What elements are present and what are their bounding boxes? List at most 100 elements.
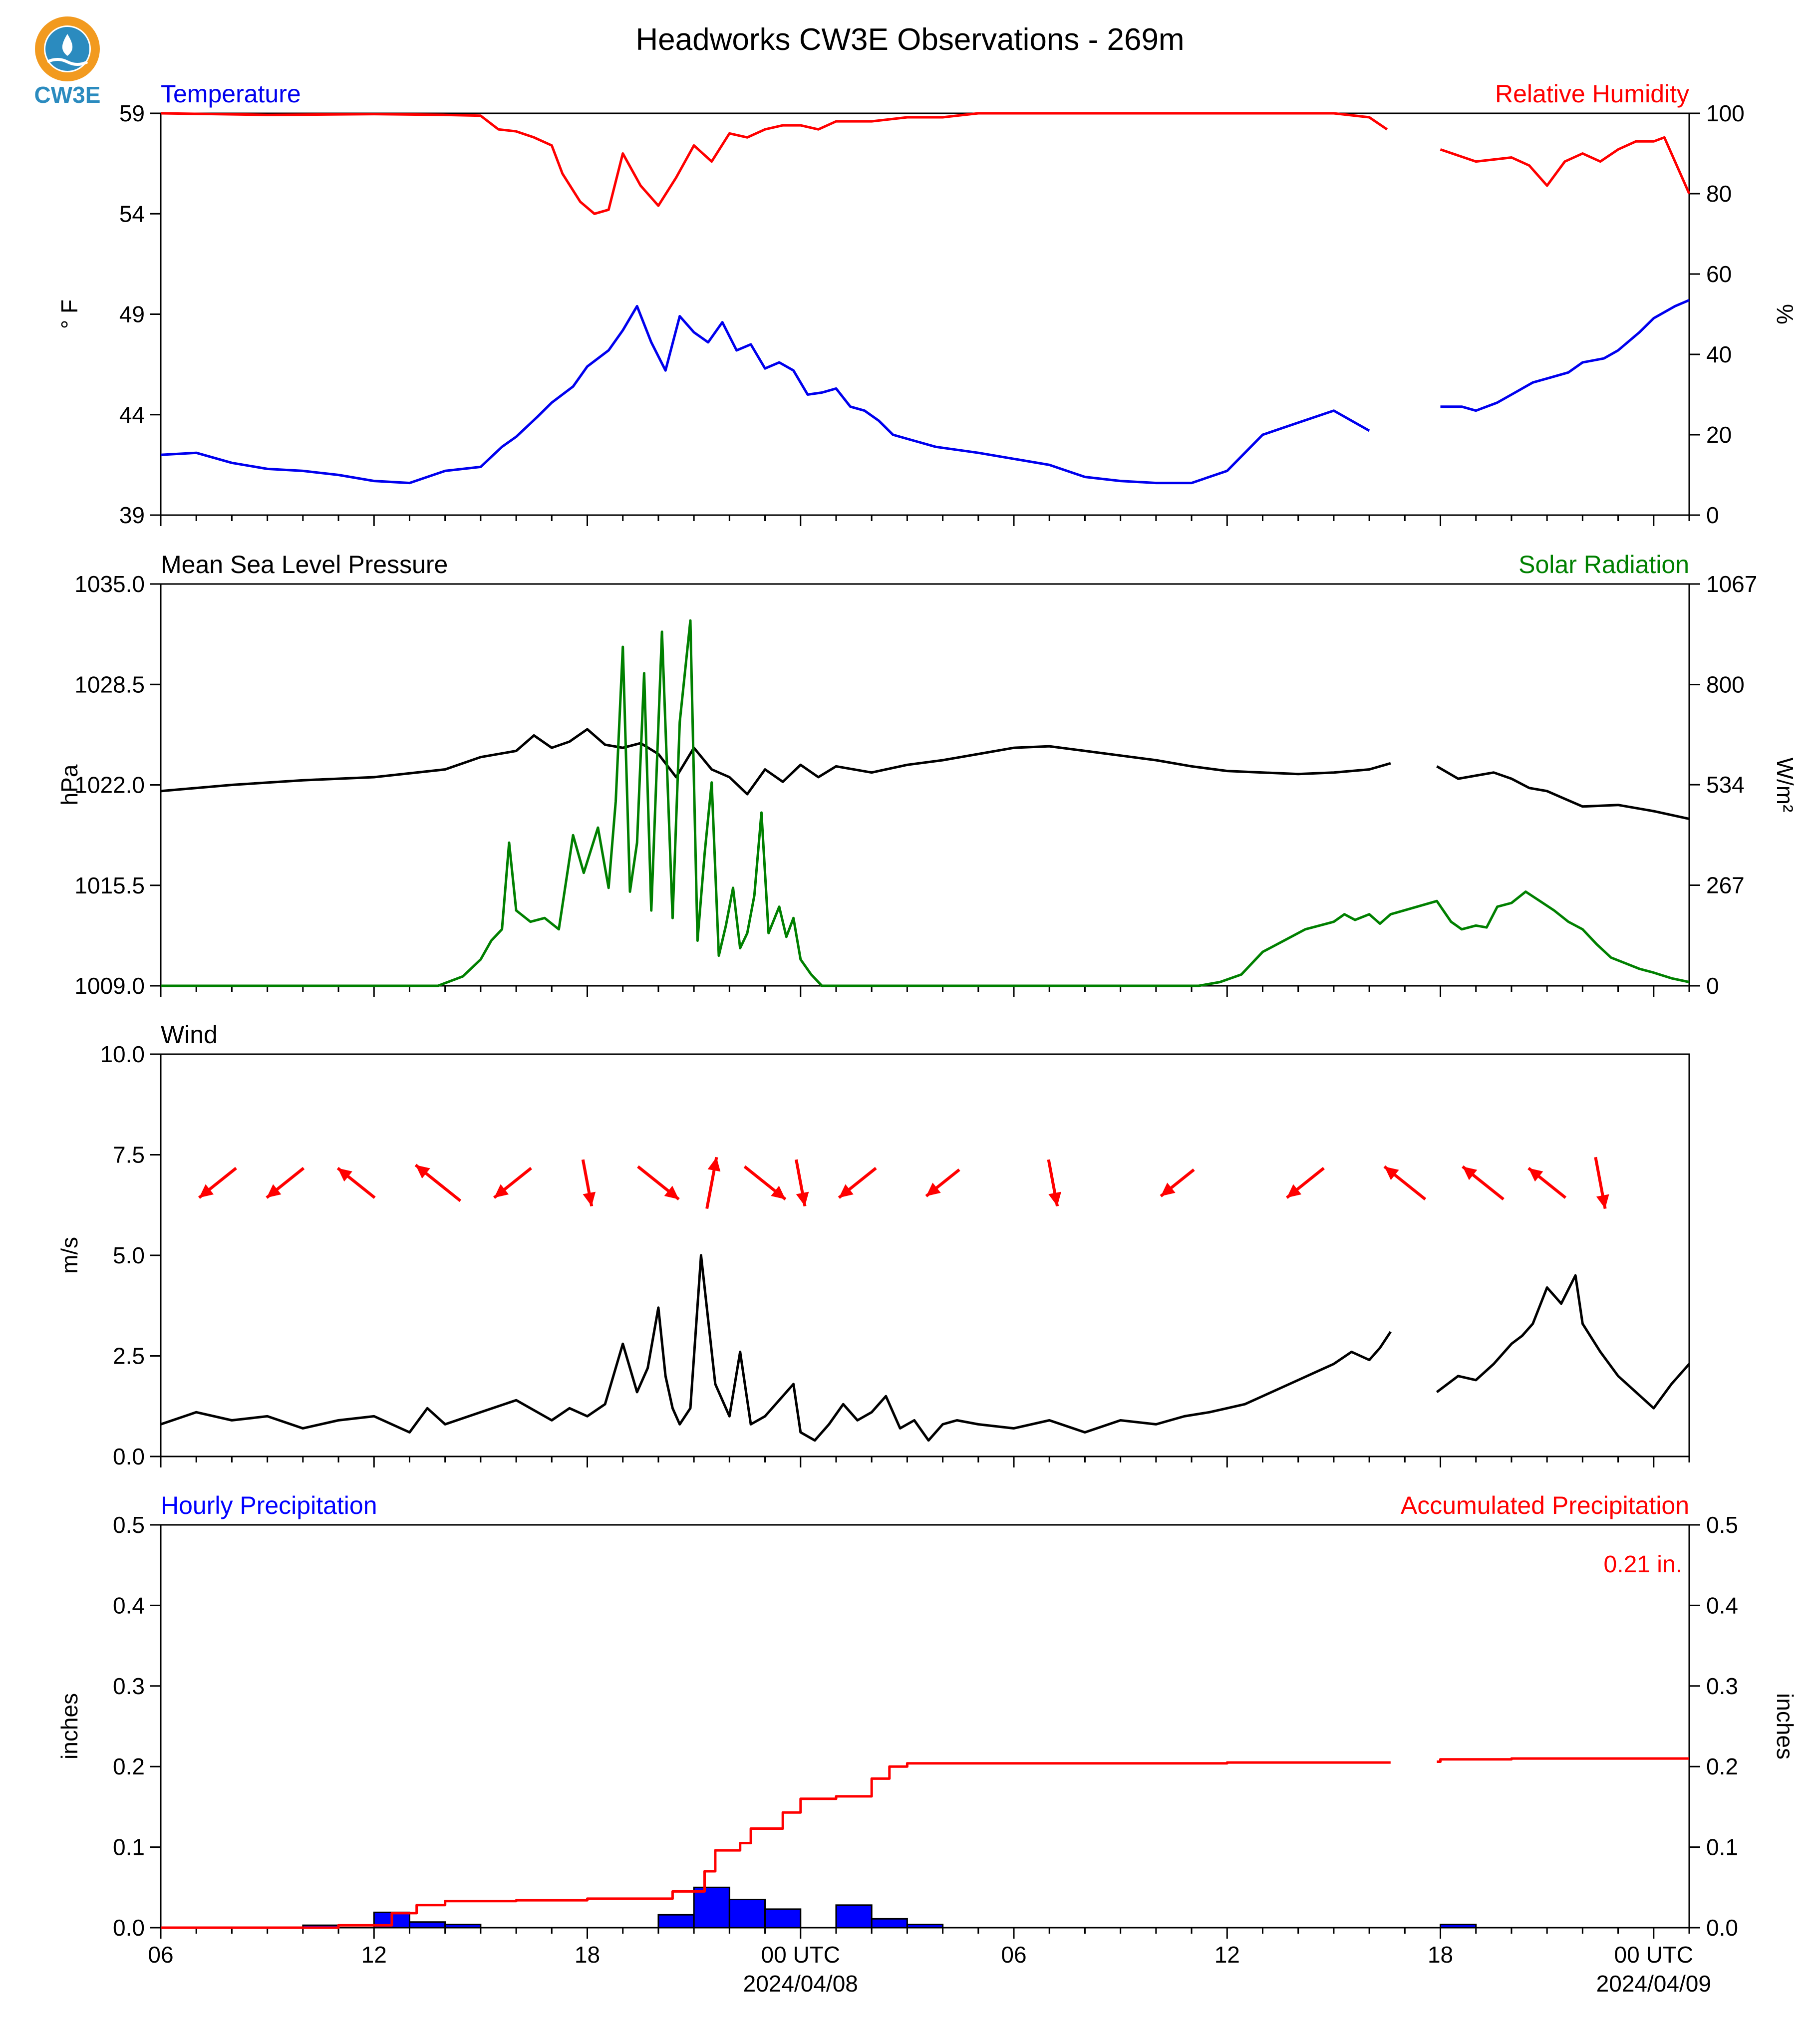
series-mean-sea-level-pressure [160, 728, 1690, 821]
y-tick-label-right: 0.1 [1706, 1834, 1738, 1860]
wind-arrow-head [494, 1184, 509, 1198]
wind-arrow [1594, 1157, 1609, 1209]
precip-total-annotation: 0.21 in. [1604, 1551, 1682, 1578]
y-tick-label-right: 0.2 [1706, 1753, 1738, 1779]
y-tick-label-right: 40 [1706, 341, 1732, 367]
wind-arrow [1462, 1165, 1505, 1201]
y-tick-label-right: 267 [1706, 872, 1745, 898]
y-tick-label-left: 59 [119, 100, 145, 126]
y-tick-label-right: 80 [1706, 181, 1732, 207]
y-tick-label-right: 0.3 [1706, 1673, 1738, 1699]
panel-frame [160, 583, 1690, 987]
y-tick-label-left: 1022.0 [74, 772, 145, 798]
wind-arrow [336, 1166, 376, 1199]
y-tick-label-left: 7.5 [113, 1142, 145, 1168]
x-tick-label: 00 UTC [1614, 1942, 1693, 1968]
y-tick-label-left: 0.2 [113, 1753, 145, 1779]
y-axis-label-right: W/m² [1772, 758, 1798, 813]
panel-title-left: Mean Sea Level Pressure [161, 551, 448, 579]
y-tick-label-left: 1028.5 [74, 671, 145, 697]
panel-title-right: Solar Radiation [1518, 551, 1689, 579]
y-tick-label-left: 49 [119, 301, 145, 327]
precip-bar [835, 1904, 873, 1929]
x-date-label: 2024/04/09 [1596, 1971, 1711, 1997]
x-tick-label: 00 UTC [761, 1942, 840, 1968]
series-solar-radiation [161, 619, 1690, 987]
panel-precipitation: 0.0 0.1 0.2 0.3 0.4 0.5 0.0 0.1 0.2 0.3 0.4 0.5 inch… [56, 1491, 1798, 1997]
wind-arrow-head [1462, 1166, 1478, 1180]
wind-arrow [795, 1159, 809, 1207]
wind-arrow [1047, 1159, 1061, 1207]
wind-arrow-head [1286, 1184, 1302, 1198]
panel-title-left: Temperature [161, 80, 301, 108]
logo-ring [35, 16, 100, 81]
x-tick-label: 06 [1001, 1942, 1026, 1968]
series-relative-humidity [160, 112, 1691, 215]
y-tick-label-left: 44 [119, 402, 145, 428]
y-tick-label-right: 20 [1706, 422, 1732, 448]
y-axis-label-left: hPa [56, 764, 82, 805]
panel-temperature-humidity: 39 44 49 54 59 0 20 40 60 80 100 ° F % Temperature Rel… [56, 80, 1798, 528]
wind-arrow-head [583, 1191, 596, 1206]
wind-arrow [705, 1157, 721, 1209]
y-tick-label-right: 1067 [1706, 571, 1757, 597]
wind-arrow-head [1528, 1168, 1543, 1182]
wind-arrow-head [664, 1185, 679, 1199]
y-tick-label-right: 100 [1706, 100, 1745, 126]
series-temperature [160, 298, 1690, 485]
wind-arrow-head [839, 1184, 854, 1198]
y-tick-label-left: 1009.0 [74, 973, 145, 999]
panel-wind: 0.0 2.5 5.0 7.5 10.0 m/s Wind [56, 1021, 1690, 1469]
precip-bar [444, 1924, 482, 1929]
y-axis-label-left: m/s [56, 1237, 82, 1274]
y-axis-label-right: % [1772, 304, 1798, 324]
cw3e-logo: CW3E [34, 16, 101, 108]
wind-arrow [414, 1163, 462, 1202]
y-tick-label-right: 60 [1706, 261, 1732, 287]
wind-arrow-head [796, 1191, 809, 1206]
precip-bar [906, 1924, 944, 1929]
x-tick-label: 18 [1428, 1942, 1453, 1968]
precip-bar [764, 1908, 802, 1929]
wind-arrow-head [1161, 1182, 1176, 1196]
y-tick-label-right: 800 [1706, 671, 1745, 697]
logo-text: CW3E [34, 82, 101, 108]
wind-arrow-head [1384, 1166, 1399, 1180]
precip-bar [871, 1918, 908, 1929]
panel-frame [160, 112, 1690, 516]
precip-bar [1440, 1924, 1477, 1929]
logo-drop-icon [62, 34, 73, 56]
wind-arrow [743, 1165, 787, 1201]
wind-arrow [637, 1165, 680, 1201]
y-axis-label-left: inches [56, 1693, 82, 1759]
chart-title: Headworks CW3E Observations - 269m [635, 22, 1184, 57]
wind-arrow-head [337, 1168, 352, 1182]
y-tick-label-left: 2.5 [113, 1343, 145, 1369]
wind-arrow [1160, 1168, 1195, 1197]
wind-arrow [581, 1159, 596, 1207]
panel-pressure-solar: 1009.0 1015.5 1022.0 1028.5 1035.0 0 267 534 800… [56, 551, 1798, 999]
x-tick-label: 12 [361, 1942, 387, 1968]
series-accumulated-precipitation [161, 1757, 1689, 1929]
y-tick-label-right: 0.4 [1706, 1592, 1738, 1618]
wind-arrow-head [771, 1185, 786, 1199]
logo-wave-icon [46, 58, 88, 66]
wind-arrow-head [1048, 1191, 1061, 1206]
panel-title-left: Hourly Precipitation [161, 1491, 377, 1519]
y-tick-label-left: 54 [119, 201, 145, 227]
y-tick-label-left: 0.4 [113, 1592, 145, 1618]
y-tick-label-right: 0 [1706, 973, 1719, 999]
wind-arrow-head [267, 1184, 282, 1198]
wind-arrow [266, 1166, 305, 1199]
panel-title-right: Accumulated Precipitation [1401, 1491, 1689, 1519]
wind-arrow [838, 1166, 877, 1199]
precip-bar [693, 1886, 730, 1929]
wind-arrow [493, 1166, 532, 1199]
y-tick-label-left: 1035.0 [74, 571, 145, 597]
y-tick-label-left: 10.0 [100, 1041, 145, 1067]
y-tick-label-right: 534 [1706, 772, 1745, 798]
y-tick-label-left: 5.0 [113, 1242, 145, 1268]
panel-title-left: Wind [161, 1021, 218, 1049]
y-tick-label-left: 0.3 [113, 1673, 145, 1699]
